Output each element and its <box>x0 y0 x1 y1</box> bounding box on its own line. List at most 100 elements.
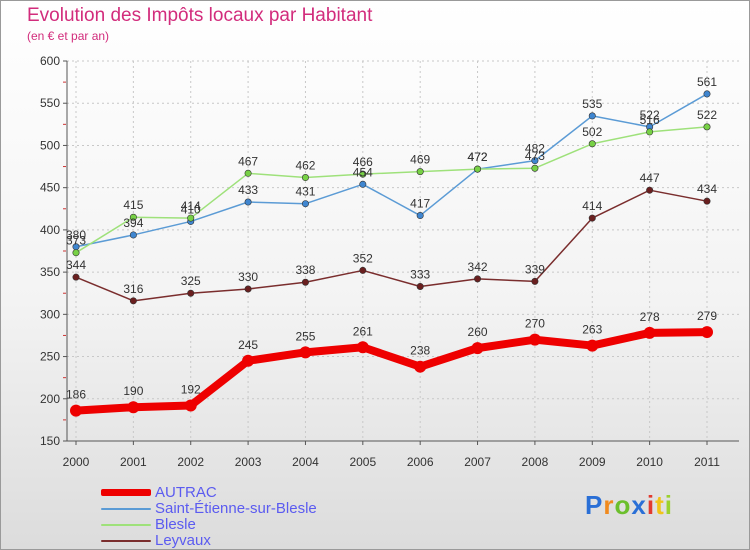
legend-swatch-saint-etienne <box>101 508 151 510</box>
data-label: 467 <box>238 154 258 168</box>
chart-title: Evolution des Impôts locaux par Habitant <box>27 5 373 26</box>
data-label: 339 <box>525 262 545 276</box>
legend-label-saint-etienne: Saint-Étienne-sur-Blesle <box>155 500 317 517</box>
data-label: 192 <box>181 383 201 397</box>
proxiti-logo: Proxiti <box>585 490 673 521</box>
data-label: 454 <box>353 165 373 179</box>
data-point <box>531 277 539 285</box>
x-tick-label: 2008 <box>522 455 549 469</box>
data-label: 417 <box>410 197 430 211</box>
data-label: 380 <box>66 228 86 242</box>
data-label: 410 <box>181 202 201 216</box>
data-point <box>703 123 711 131</box>
data-label: 260 <box>468 325 488 339</box>
data-label: 344 <box>66 258 86 272</box>
data-label: 316 <box>123 282 143 296</box>
data-point <box>356 341 369 354</box>
y-tick-label: 500 <box>40 138 60 152</box>
x-tick-label: 2001 <box>120 455 147 469</box>
legend: AUTRAC Saint-Étienne-sur-Blesle Blesle L… <box>101 485 401 549</box>
data-point <box>474 275 482 283</box>
data-point <box>531 164 539 172</box>
x-tick-label: 2004 <box>292 455 319 469</box>
data-label: 472 <box>468 150 488 164</box>
data-label: 352 <box>353 251 373 265</box>
data-label: 238 <box>410 344 430 358</box>
data-point <box>471 342 484 355</box>
series-line-2 <box>75 126 708 254</box>
data-point <box>359 170 367 178</box>
data-point <box>301 278 309 286</box>
axes: 150 200 250 300 350 400 450 500 550 600 2000 2001 20… <box>40 54 739 469</box>
data-point <box>416 282 424 290</box>
series-lines <box>70 90 713 417</box>
data-label: 270 <box>525 317 545 331</box>
x-tick-label: 2002 <box>177 455 204 469</box>
data-point <box>244 285 252 293</box>
data-point <box>187 214 195 222</box>
data-point <box>531 157 539 165</box>
data-label: 330 <box>238 270 258 284</box>
y-tick-label: 400 <box>40 223 60 237</box>
data-label: 190 <box>123 384 143 398</box>
x-tick-label: 2005 <box>349 455 376 469</box>
legend-item-saint-etienne: Saint-Étienne-sur-Blesle <box>101 501 401 517</box>
data-label: 278 <box>640 310 660 324</box>
data-label: 522 <box>697 108 717 122</box>
logo-letter: o <box>614 490 632 520</box>
data-point <box>244 169 252 177</box>
data-label: 535 <box>582 97 602 111</box>
data-point <box>127 401 140 414</box>
data-label: 338 <box>295 263 315 277</box>
data-label: 186 <box>66 388 86 402</box>
data-point <box>187 289 195 297</box>
legend-label-leyvaux: Leyvaux <box>155 532 211 549</box>
data-label: 431 <box>295 185 315 199</box>
data-label: 415 <box>123 198 143 212</box>
y-tick-label: 600 <box>40 54 60 68</box>
x-tick-label: 2010 <box>636 455 663 469</box>
data-label: 561 <box>697 75 717 89</box>
data-label: 414 <box>582 199 602 213</box>
data-label: 447 <box>640 171 660 185</box>
data-label: 333 <box>410 267 430 281</box>
data-point <box>474 165 482 173</box>
data-point <box>72 273 80 281</box>
grid-lines <box>67 60 739 441</box>
legend-item-autrac: AUTRAC <box>101 485 401 501</box>
data-point <box>301 200 309 208</box>
data-point <box>184 399 197 412</box>
x-tick-label: 2006 <box>407 455 434 469</box>
data-point <box>414 360 427 373</box>
legend-label-blesle: Blesle <box>155 516 196 533</box>
series-line-1 <box>75 93 708 248</box>
logo-letter: t <box>655 490 665 520</box>
data-label: 394 <box>123 216 143 230</box>
data-point <box>129 213 137 221</box>
y-tick-label: 300 <box>40 307 60 321</box>
data-label: 522 <box>640 108 660 122</box>
x-tick-label: 2003 <box>235 455 262 469</box>
data-label: 472 <box>468 150 488 164</box>
legend-label-autrac: AUTRAC <box>155 484 217 501</box>
logo-letter: i <box>646 490 656 520</box>
data-point <box>588 140 596 148</box>
series-line-3 <box>75 189 708 302</box>
data-label: 373 <box>66 234 86 248</box>
y-tick-label: 250 <box>40 350 60 364</box>
data-label: 433 <box>238 183 258 197</box>
data-point <box>588 214 596 222</box>
data-point <box>299 346 312 359</box>
data-point <box>359 180 367 188</box>
data-label: 414 <box>181 199 201 213</box>
data-label: 342 <box>468 260 488 274</box>
logo-letter: i <box>664 490 673 520</box>
x-tick-label: 2007 <box>464 455 491 469</box>
data-label: 516 <box>640 113 660 127</box>
data-point <box>301 174 309 182</box>
data-point <box>703 90 711 98</box>
data-point <box>528 333 541 346</box>
data-point <box>416 212 424 220</box>
data-labels: 380 394 410 433 431 454 417 472 482 535 522 561 373 4… <box>66 75 717 402</box>
